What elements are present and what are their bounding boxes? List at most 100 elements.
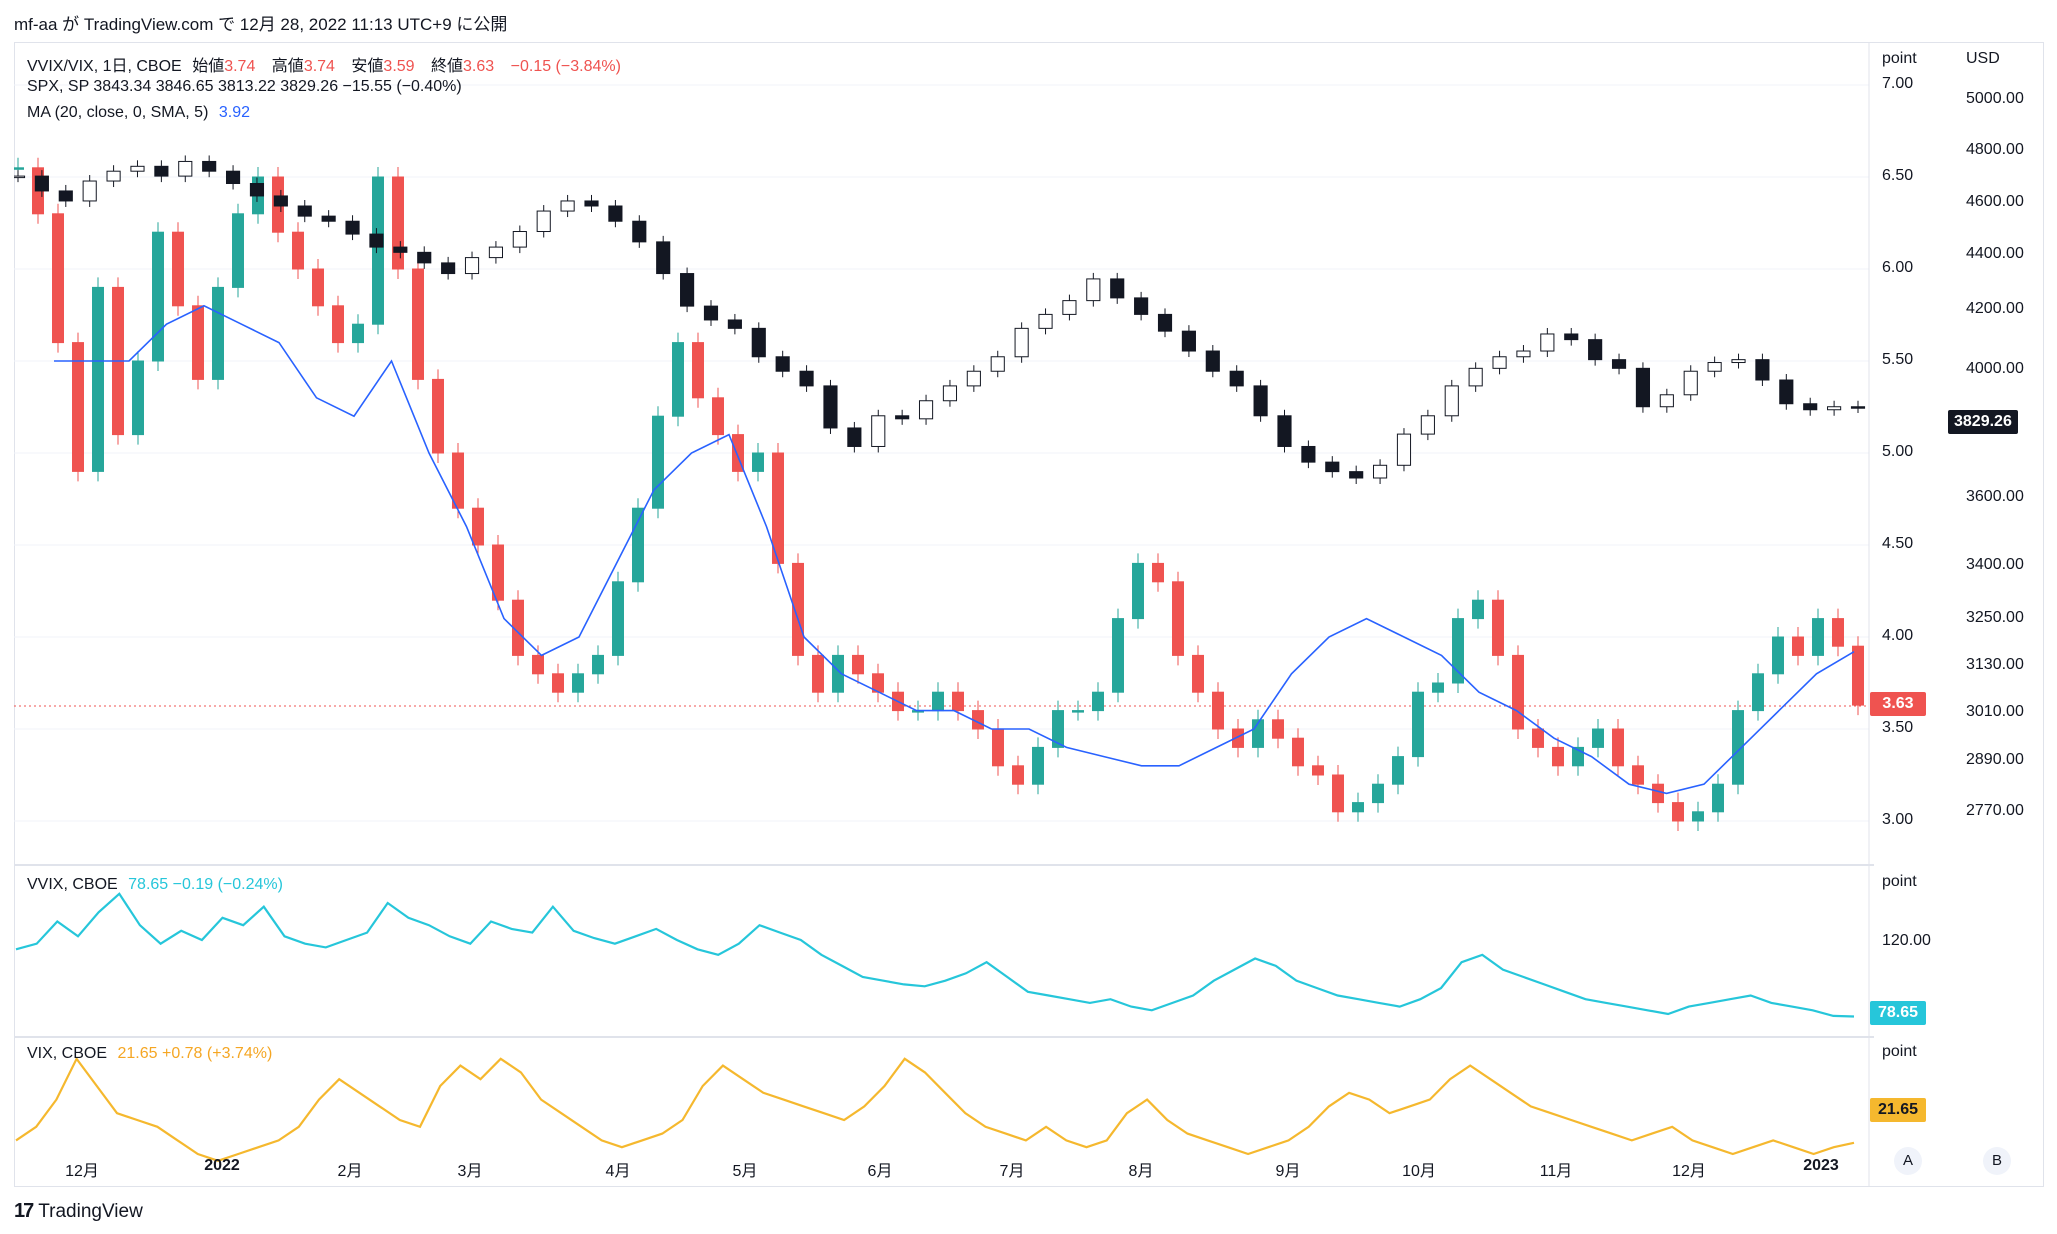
ratio-candle-body [1352,802,1364,813]
time-tick: 4月 [605,1163,631,1180]
spx-candle-body [488,246,503,259]
ratio-candle-body [452,452,464,509]
spx-candle-body [847,427,862,447]
vvix-tick: 120.00 [1882,932,1931,949]
ratio-candle-body [1192,654,1204,693]
high-label: 高値 [271,58,304,75]
ma-line [54,304,1855,795]
ratio-candle-body [432,378,444,454]
spx-candle-body [1301,445,1316,463]
spx-candle-body [1062,300,1077,315]
ratio-candle-body [332,305,344,344]
spx-candle-body [1564,333,1579,341]
ratio-candle-body [1752,673,1764,712]
spx-candle-body [1803,403,1818,411]
ratio-candle-body [1052,710,1064,748]
spx-candle-body [751,327,766,358]
vvix-label: VVIX, CBOE [27,876,118,893]
time-tick: 5月 [732,1163,758,1180]
ratio-candle-body [292,231,304,270]
spx-candle-body [345,220,360,235]
vvix-axis-title: point [1882,873,1917,890]
spx-candle-body [225,170,241,185]
spx-candle-body [560,200,575,212]
usd-tick: 3130.00 [1966,656,2024,673]
ratio-tick: 4.00 [1882,627,1914,644]
time-tick: 9月 [1275,1163,1301,1180]
ratio-candle-body [1152,562,1164,583]
spx-candle-body [441,262,456,275]
time-tick: 3月 [457,1163,483,1180]
spx-candle-body [1588,339,1603,361]
usd-axis-title: USD [1966,50,2000,67]
ratio-candle-body [1832,618,1844,647]
spx-candle-body [1396,433,1412,466]
time-tick: 2022 [204,1157,240,1174]
log-scale-button[interactable]: B [1983,1147,2011,1175]
spx-candle-body [512,231,527,248]
usd-tick: 4000.00 [1966,360,2024,377]
ratio-candle-body [1412,691,1424,758]
spx-candle-body [1635,367,1651,408]
gridlines [14,84,1869,822]
chart-canvas[interactable] [14,42,1874,1187]
spx-candle-body [536,210,551,233]
spx-candle-body [1038,313,1053,329]
vvix-value: 78.65 −0.19 (−0.24%) [128,876,283,893]
spx-candle-body [1850,406,1866,409]
ratio-candle-body [92,286,104,472]
ratio-candle-body [1812,618,1824,656]
ratio-candle-body [1532,728,1544,748]
ratio-candle-body [652,415,664,509]
vix-line [15,1056,1855,1162]
spx-candle-body [1253,385,1268,417]
ratio-tick: 5.50 [1882,351,1914,368]
high-value: 3.74 [303,58,335,75]
spx-candle-body [393,246,408,253]
ma-value: 3.92 [218,104,250,121]
spx-candle-body [273,195,288,207]
spx-candle-body [1779,379,1794,405]
ratio-candle-body [932,691,944,712]
ratio-candle-body [1372,783,1384,804]
spx-candle-body [1110,278,1125,299]
usd-tick: 4200.00 [1966,300,2024,317]
main-legend-line2: SPX, SP 3843.34 3846.65 3813.22 3829.26 … [27,78,462,95]
spx-candle-body [680,273,695,307]
spx-candle-body [106,170,121,182]
ratio-candle-body [1712,783,1724,813]
close-value: 3.63 [463,58,495,75]
vix-label: VIX, CBOE [27,1045,108,1062]
ratio-price-badge: 3.63 [1870,692,1926,716]
ratio-candle-body [172,231,184,307]
time-tick: 6月 [867,1163,893,1180]
vvix-legend: VVIX, CBOE 78.65 −0.19 (−0.24%) [27,876,289,894]
ratio-candle-body [1332,774,1344,813]
ratio-candle-body [72,342,84,472]
time-tick: 10月 [1402,1163,1436,1180]
spx-candle-body [584,200,599,207]
ratio-candle-body [1472,599,1484,620]
auto-scale-button[interactable]: A [1894,1147,1922,1175]
time-tick: 12月 [1672,1163,1706,1180]
spx-candle-body [1181,330,1196,352]
spx-candle-body [1325,461,1340,473]
spx-candle-body [1516,350,1531,358]
ratio-axis-title: point [1882,50,1917,67]
tradingview-logo[interactable]: 17 TradingView [14,1200,143,1223]
chart-frame [14,42,2044,1187]
ratio-tick: 3.50 [1882,719,1914,736]
ratio-candle-body [392,176,404,270]
spx-candle-body [990,356,1005,372]
ratio-candle-body [1552,746,1564,767]
spx-candle-body [871,415,886,447]
ratio-candle-body [1212,691,1224,730]
spx-candle-body [918,400,934,420]
legend-symbol: VVIX/VIX, 1日, CBOE [27,58,182,75]
spx-candle-body [178,160,193,177]
spx-candle-body [202,160,217,172]
spx-candle-body [1611,359,1627,369]
spx-candle-body [321,215,336,222]
ratio-candle-body [1772,636,1784,675]
spx-candle-body [1468,367,1483,387]
